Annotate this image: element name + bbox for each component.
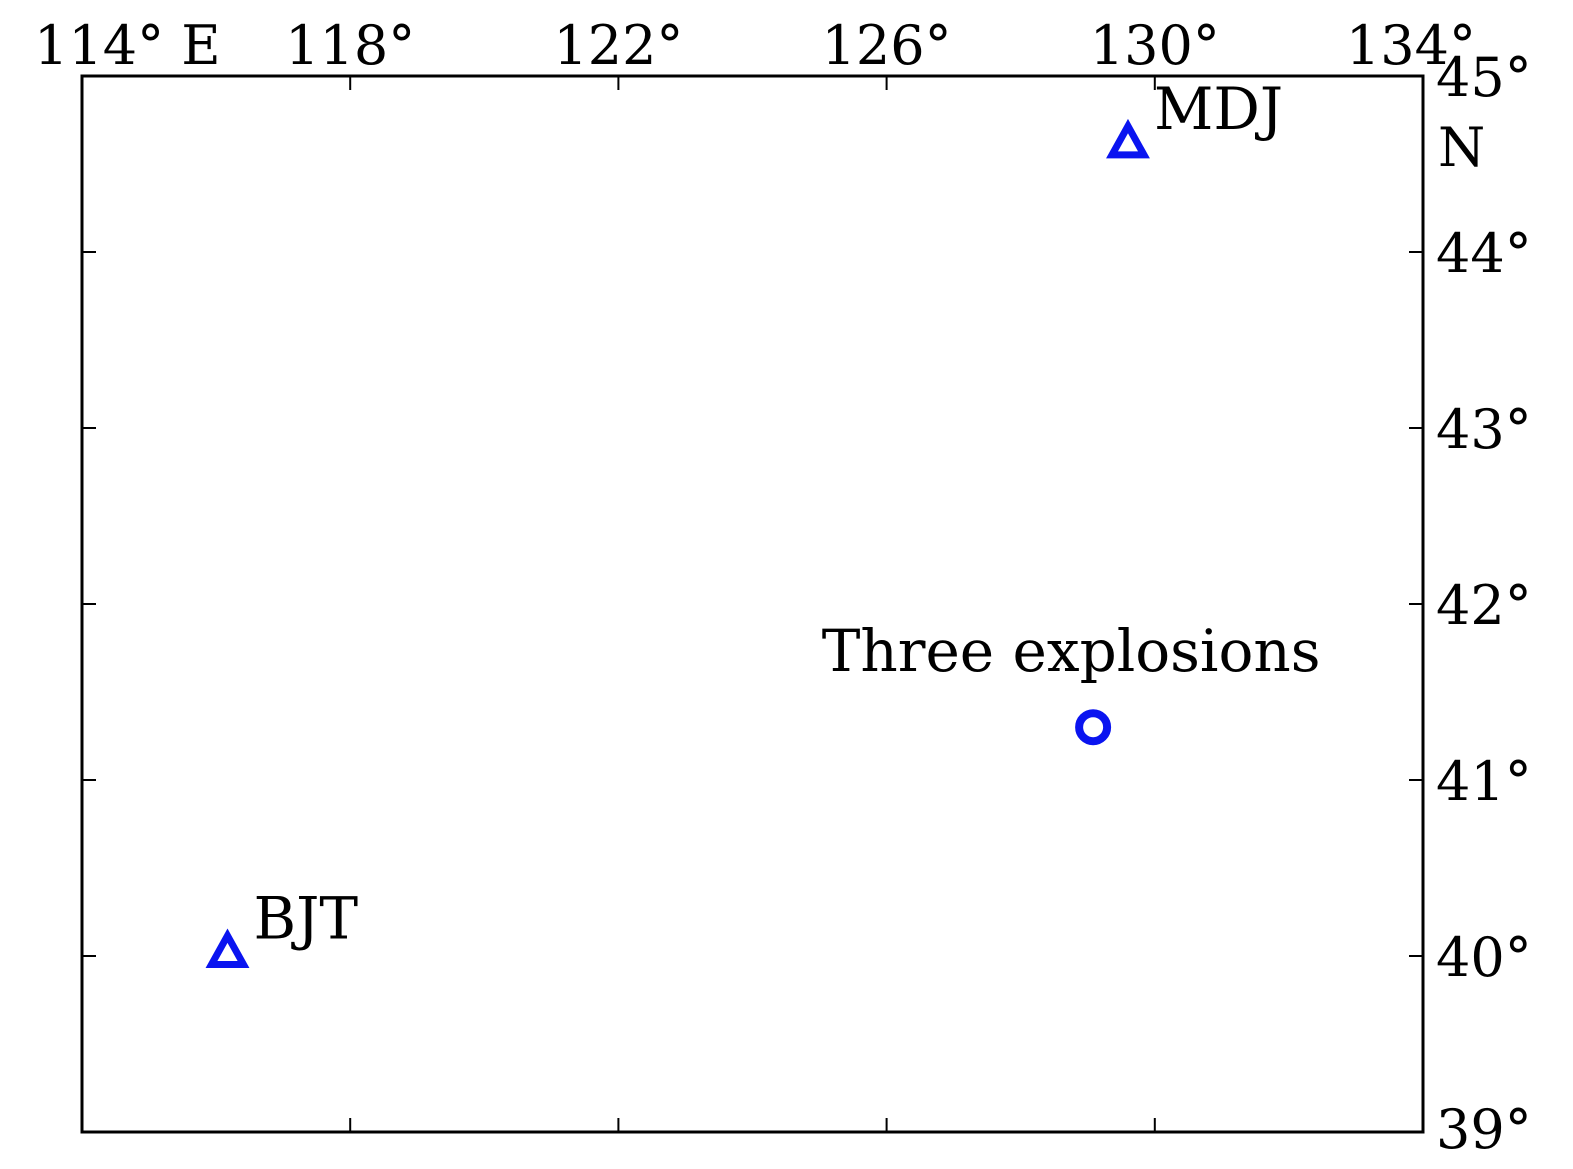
- tick-label-layer: 114° E 118° 122° 126° 130° 134°45° N 44° 43° 42° 4…: [34, 14, 1532, 1161]
- explosion-label: Three explosions: [822, 617, 1321, 685]
- x-tick-label: 126°: [822, 14, 952, 77]
- y-tick-label: 41°: [1436, 750, 1532, 813]
- station-label: BJT: [253, 884, 358, 952]
- y-tick-label: 39°: [1436, 1098, 1532, 1161]
- tick-layer: [82, 76, 1423, 1132]
- station-triangle-marker: [1106, 118, 1150, 159]
- explosion-circle-marker: [1075, 709, 1112, 746]
- y-tick-label: 43°: [1436, 398, 1532, 461]
- marker-layer: MDJ BJT Three explosions: [205, 75, 1321, 968]
- x-tick-label: 122°: [553, 14, 683, 77]
- x-tick-label: 130°: [1090, 14, 1220, 77]
- y-tick-label: 40°: [1436, 926, 1532, 989]
- y-tick-label: 42°: [1436, 574, 1532, 637]
- map-frame: [80, 74, 1425, 1134]
- y-tick-sublabel: N: [1438, 116, 1485, 179]
- x-tick-label: 114° E: [34, 14, 221, 77]
- y-tick-label: 45°: [1436, 46, 1532, 109]
- station-label: MDJ: [1154, 75, 1283, 143]
- station-triangle-marker: [205, 928, 250, 968]
- y-tick-label: 44°: [1436, 222, 1532, 285]
- x-tick-label: 118°: [285, 14, 415, 77]
- x-tick-label: 134°: [1346, 14, 1476, 77]
